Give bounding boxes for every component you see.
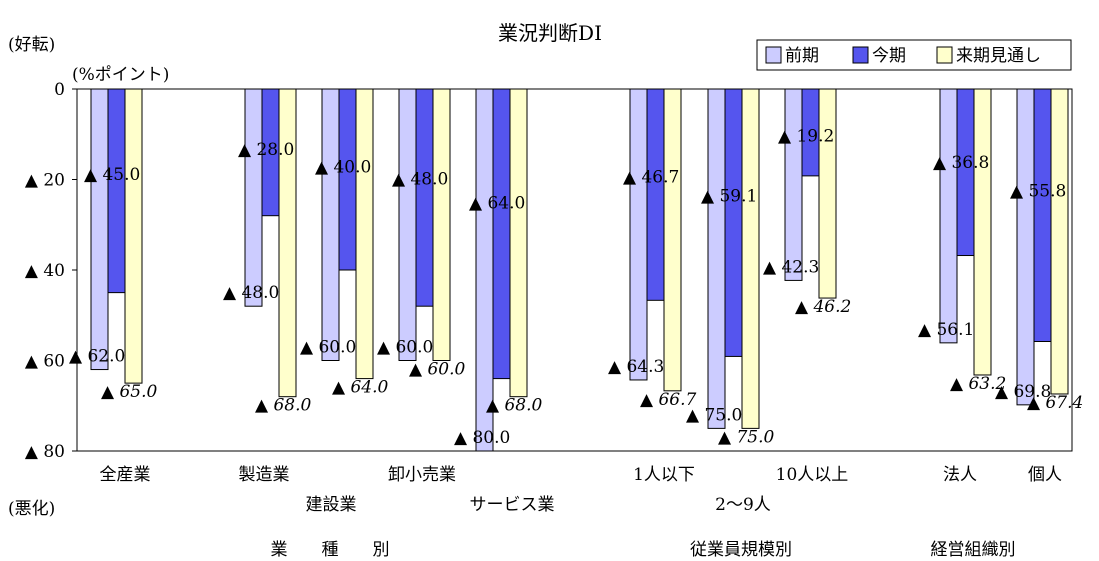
bar-next bbox=[355, 88, 374, 380]
data-label: ▲ 40.0 bbox=[315, 158, 371, 178]
bar-next bbox=[124, 88, 143, 384]
plot-area bbox=[76, 88, 1073, 452]
data-label: ▲ 42.3 bbox=[763, 257, 819, 277]
bar-prev bbox=[939, 88, 958, 344]
category-label: サービス業 bbox=[470, 495, 555, 515]
data-label: ▲ 48.0 bbox=[223, 283, 279, 303]
data-label: ▲ 60.0 bbox=[300, 338, 356, 358]
bar-next bbox=[278, 88, 297, 398]
legend-box bbox=[756, 39, 1072, 71]
data-label: ▲ 62.0 bbox=[69, 347, 125, 367]
data-labels: ▲ 62.0▲ 48.0▲ 60.0 ▲ 60.0▲ 80.0▲ 64.3▲ 75… bbox=[69, 127, 1083, 448]
category-label: 全産業 bbox=[100, 465, 151, 485]
data-label: ▲ 75.0 bbox=[686, 405, 742, 425]
bar-curr bbox=[724, 88, 743, 357]
data-label: ▲ 80.0 bbox=[454, 428, 510, 448]
bar-next bbox=[741, 88, 760, 429]
legend-swatch bbox=[852, 46, 869, 64]
group-label: 従業員規模別 bbox=[690, 540, 792, 560]
category-label: 1人以下 bbox=[633, 465, 695, 485]
category-label: 製造業 bbox=[239, 465, 290, 485]
y-tick-label: ▲ 60 bbox=[25, 352, 65, 372]
bar-next bbox=[509, 88, 528, 398]
bar-curr bbox=[338, 88, 357, 271]
bar-curr bbox=[492, 88, 511, 380]
data-label: ▲ 64.0 bbox=[469, 194, 525, 214]
data-label: ▲ 68.0 bbox=[255, 396, 312, 416]
legend-label: 今期 bbox=[872, 46, 906, 66]
bar-prev bbox=[784, 88, 803, 281]
bar-next bbox=[818, 88, 837, 299]
bar-prev bbox=[629, 88, 648, 381]
data-label: ▲ 46.7 bbox=[623, 168, 679, 188]
data-label: ▲ 64.0 bbox=[332, 378, 389, 398]
data-label: ▲ 55.8 bbox=[1010, 181, 1066, 201]
data-label: ▲ 75.0 bbox=[718, 427, 775, 447]
data-label: ▲ 69.8 bbox=[995, 382, 1051, 402]
group-label: 業 種 別 bbox=[271, 540, 390, 560]
y-tick-label: ▲ 80 bbox=[25, 442, 65, 462]
bar-prev bbox=[707, 88, 726, 429]
bar-next bbox=[432, 88, 451, 361]
data-label: ▲ 46.2 bbox=[795, 297, 851, 317]
chart-title: 業況判断DI bbox=[498, 21, 602, 45]
y-label-unit: (%ポイント) bbox=[72, 65, 169, 85]
data-label: ▲ 59.1 bbox=[701, 186, 757, 206]
category-label: 法人 bbox=[943, 465, 977, 485]
data-label: ▲ 36.8 bbox=[933, 153, 989, 173]
category-label: 2〜9人 bbox=[715, 495, 771, 515]
data-label: ▲ 65.0 bbox=[101, 382, 158, 402]
data-label: ▲ 60.0 bbox=[409, 360, 466, 380]
bar-curr bbox=[107, 88, 126, 294]
bar-prev bbox=[90, 88, 109, 371]
data-label: ▲ 56.1 bbox=[918, 320, 974, 340]
data-label: ▲ 68.0 bbox=[486, 396, 543, 416]
bar-prev bbox=[244, 88, 263, 307]
bar-next bbox=[1050, 88, 1069, 395]
group-label: 経営組織別 bbox=[931, 540, 1016, 560]
legend-label: 前期 bbox=[785, 46, 819, 66]
data-label: ▲ 66.7 bbox=[640, 390, 697, 410]
y-tick-label: ▲ 20 bbox=[25, 171, 65, 191]
legend-label: 来期見通し bbox=[956, 46, 1041, 66]
y-label-top: (好転) bbox=[8, 35, 55, 55]
y-label-bottom: (悪化) bbox=[8, 499, 55, 519]
bar-curr bbox=[415, 88, 434, 307]
group-labels: 業 種 別 従業員規模別 経営組織別 bbox=[271, 540, 1016, 560]
category-label: 10人以上 bbox=[776, 465, 849, 485]
bar-next bbox=[663, 88, 682, 392]
legend: 前期 今期 来期見通し bbox=[756, 39, 1072, 71]
data-label: ▲ 19.2 bbox=[778, 127, 834, 147]
y-tick-label: ▲ 40 bbox=[25, 261, 65, 281]
data-label: ▲ 48.0 bbox=[392, 170, 448, 190]
data-label: ▲ 64.3 bbox=[608, 357, 664, 377]
legend-swatch bbox=[765, 46, 782, 64]
bar-next bbox=[973, 88, 992, 376]
data-label: ▲ 60.0 bbox=[377, 338, 433, 358]
data-label: ▲ 63.2 bbox=[950, 374, 1006, 394]
y-tick-label: 0 bbox=[54, 80, 65, 100]
bar-curr bbox=[1033, 88, 1052, 342]
legend-swatch bbox=[936, 46, 953, 64]
category-label: 建設業 bbox=[306, 495, 357, 515]
y-axis: 0 ▲ 20 ▲ 40 ▲ 60 ▲ 80 bbox=[25, 80, 77, 462]
bar-prev bbox=[398, 88, 417, 361]
bar-curr bbox=[646, 88, 665, 301]
data-label: ▲ 45.0 bbox=[84, 165, 140, 185]
plot-frame bbox=[76, 88, 1073, 452]
bar-prev bbox=[1016, 88, 1035, 406]
bars bbox=[90, 88, 1069, 452]
category-label: 個人 bbox=[1028, 465, 1062, 485]
data-label: ▲ 67.4 bbox=[1027, 393, 1083, 413]
data-label: ▲ 28.0 bbox=[238, 140, 294, 160]
bar-prev bbox=[321, 88, 340, 361]
category-label: 卸小売業 bbox=[388, 465, 456, 485]
